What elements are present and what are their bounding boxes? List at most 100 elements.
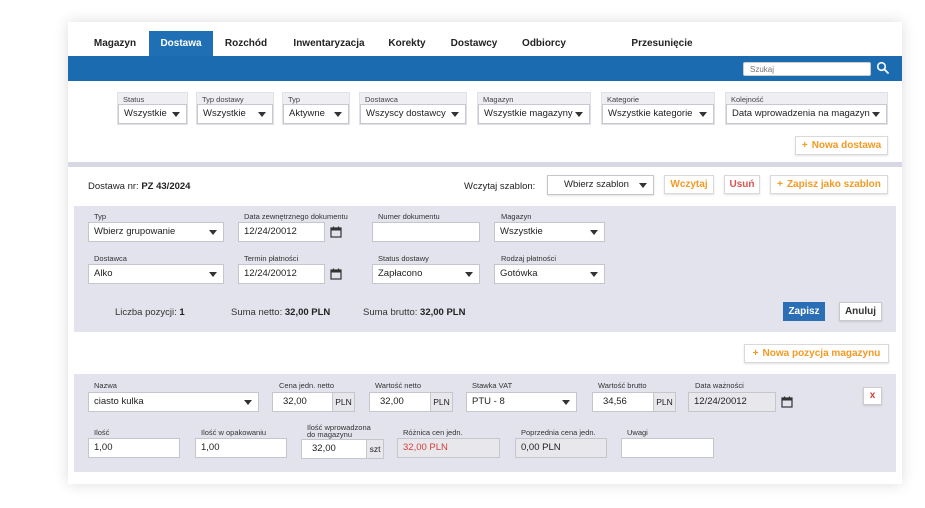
tab-inwentaryzacja[interactable]: Inwentaryzacja: [293, 38, 365, 49]
field-value: Gotówka: [500, 268, 538, 279]
item-name-select[interactable]: ciasto kulka: [88, 392, 259, 412]
field-label: do magazynu: [307, 430, 353, 439]
field-value: Zapłacono: [378, 268, 423, 279]
field-label: Ilość wprowadzona: [307, 423, 371, 432]
vat-rate-select[interactable]: PTU - 8: [466, 392, 577, 412]
new-delivery-button[interactable]: + Nowa dostawa: [795, 136, 888, 155]
filter-typ-select[interactable]: Aktywne: [283, 104, 349, 124]
template-select[interactable]: Wbierz szablon: [547, 175, 654, 195]
search-icon[interactable]: [876, 61, 890, 75]
filter-value: Wszystkie: [203, 108, 246, 119]
caret-down-icon: [465, 272, 473, 277]
field-value: Wszystkie: [500, 226, 543, 237]
warehouse-select[interactable]: Wszystkie: [494, 222, 605, 242]
field-value: PTU - 8: [472, 396, 505, 407]
delivery-status-select[interactable]: Zapłacono: [372, 264, 480, 284]
field-label: Numer dokumentu: [378, 212, 440, 221]
delivery-number-label: Dostawa nr:: [88, 181, 139, 192]
filter-value: Wszystkie: [124, 108, 167, 119]
tab-przesuniecie[interactable]: Przesunięcie międzymagazynowe: [614, 38, 710, 74]
cancel-button[interactable]: Anuluj: [839, 302, 882, 321]
expiry-date-input[interactable]: 12/24/20012: [688, 392, 776, 412]
supplier-select[interactable]: Alko: [88, 264, 224, 284]
filter-dostawca: Dostawca Wszyscy dostawcy: [359, 92, 467, 125]
filter-typ-dostawy-select[interactable]: Wszystkie: [197, 104, 273, 124]
filter-magazyn-select[interactable]: Wszystkie magazyny: [478, 104, 590, 124]
payment-type-select[interactable]: Gotówka: [494, 264, 605, 284]
delivery-number-value: PZ 43/2024: [141, 181, 191, 192]
document-number-input[interactable]: [372, 222, 480, 242]
tab-odbiorcy[interactable]: Odbiorcy: [522, 38, 566, 49]
caret-down-icon: [562, 400, 570, 405]
filter-kolejnosc-select[interactable]: Data wprowadzenia na magazyn: [726, 104, 887, 124]
new-item-button[interactable]: + Nowa pozycja magazynu: [744, 344, 889, 363]
tab-dostawcy[interactable]: Dostawcy: [450, 38, 498, 49]
sum-brutto: Suma brutto: 32,00 PLN: [363, 307, 465, 318]
filter-value: Wszyscy dostawcy: [366, 108, 446, 119]
search-input[interactable]: [743, 62, 871, 76]
quantity-input[interactable]: 1,00: [88, 438, 180, 458]
filter-dostawca-select[interactable]: Wszyscy dostawcy: [360, 104, 466, 124]
template-select-value: Wbierz szablon: [564, 179, 629, 190]
filter-kategorie: Kategorie Wszystkie kategorie: [601, 92, 715, 125]
plus-icon: +: [777, 179, 783, 190]
field-label: Poprzednia cena jedn.: [521, 428, 596, 437]
delete-template-button[interactable]: Usuń: [724, 175, 760, 194]
field-value: Wbierz grupowanie: [94, 226, 176, 237]
field-label: Ilość w opakowaniu: [201, 428, 267, 437]
field-label: Wartość netto: [375, 381, 421, 390]
filter-label: Typ dostawy: [202, 95, 244, 104]
filter-label: Kategorie: [607, 95, 640, 104]
summary-value: 1: [179, 307, 185, 318]
external-doc-date-input[interactable]: 12/24/20012: [238, 222, 325, 242]
gross-value-input[interactable]: 34,56: [592, 392, 654, 412]
filter-value: Wszystkie kategorie: [608, 108, 693, 119]
currency-suffix: PLN: [653, 392, 676, 412]
summary-label: Liczba pozycji:: [115, 307, 177, 318]
remove-item-button[interactable]: x: [863, 387, 882, 405]
save-as-template-button[interactable]: + Zapisz jako szablon: [770, 175, 888, 194]
unit-net-price-input[interactable]: 32,00: [272, 392, 333, 412]
save-button[interactable]: Zapisz: [783, 302, 825, 321]
calendar-icon[interactable]: [327, 264, 345, 284]
summary-label: Suma netto:: [231, 307, 283, 318]
field-label: Termin płatności: [244, 254, 299, 263]
field-label: Różnica cen jedn.: [403, 428, 463, 437]
load-template-button[interactable]: Wczytaj: [664, 175, 714, 194]
tab-rozchod[interactable]: Rozchód: [224, 38, 268, 49]
field-label: Rodzaj płatności: [501, 254, 557, 263]
currency-suffix: PLN: [332, 392, 355, 412]
calendar-icon[interactable]: [327, 222, 345, 242]
previous-price-field: 0,00 PLN: [515, 438, 607, 458]
filter-status: Status Wszystkie: [117, 92, 188, 125]
filter-status-select[interactable]: Wszystkie: [118, 104, 187, 124]
tab-magazyn[interactable]: Magazyn: [93, 38, 137, 49]
tab-korekty[interactable]: Korekty: [388, 38, 426, 49]
warehouse-quantity-input[interactable]: 32,00: [301, 439, 367, 459]
tab-dostawa[interactable]: Dostawa: [149, 31, 213, 57]
caret-down-icon: [590, 230, 598, 235]
field-label: Magazyn: [501, 212, 532, 221]
filter-label: Status: [123, 95, 145, 104]
filter-label: Dostawca: [365, 95, 398, 104]
button-label: Zapisz jako szablon: [786, 179, 881, 190]
field-value: Alko: [94, 268, 113, 279]
caret-down-icon: [334, 112, 342, 117]
field-label: Ilość: [94, 428, 110, 437]
package-quantity-input[interactable]: 1,00: [195, 438, 287, 458]
filter-kategorie-select[interactable]: Wszystkie kategorie: [602, 104, 714, 124]
calendar-icon[interactable]: [778, 392, 796, 412]
filter-magazyn: Magazyn Wszystkie magazyny: [477, 92, 591, 125]
filter-label: Typ: [288, 95, 301, 104]
sum-netto: Suma netto: 32,00 PLN: [231, 307, 330, 318]
plus-icon: +: [752, 348, 759, 359]
unit-suffix: szt: [366, 439, 384, 459]
field-label: Typ: [94, 212, 107, 221]
filter-value: Aktywne: [289, 108, 325, 119]
payment-due-date-input[interactable]: 12/24/20012: [238, 264, 325, 284]
summary-value: 32,00 PLN: [420, 307, 466, 318]
notes-input[interactable]: [621, 438, 714, 458]
net-value-input[interactable]: 32,00: [369, 392, 431, 412]
typ-select[interactable]: Wbierz grupowanie: [88, 222, 224, 242]
divider: [68, 162, 902, 167]
